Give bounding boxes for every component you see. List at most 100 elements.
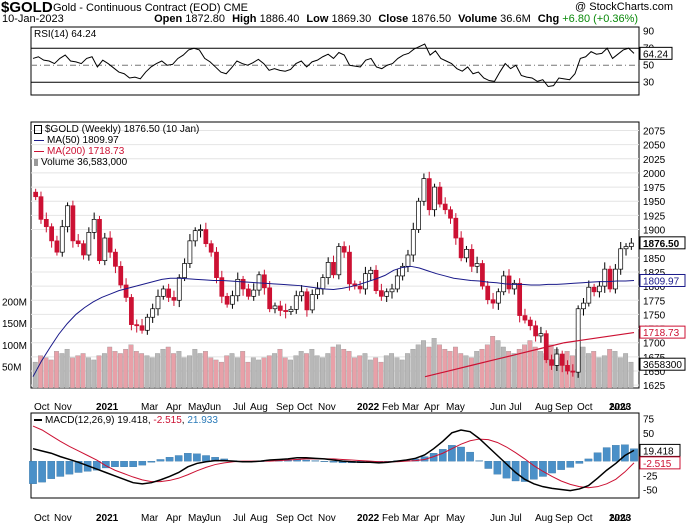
candle-body	[336, 246, 342, 276]
symbol: $GOLD	[1, 0, 53, 16]
candle-body	[597, 285, 602, 293]
price-tick-label: 1850	[643, 254, 666, 265]
volume-bar	[70, 357, 75, 389]
candle-body	[517, 282, 523, 316]
macd-histogram-bar	[548, 461, 556, 474]
price-tick-label: 2050	[643, 141, 666, 152]
macd-histogram-bar	[429, 453, 438, 462]
macd-histogram-bar	[174, 455, 183, 462]
volume-bar	[351, 357, 357, 389]
candle-body	[373, 269, 379, 292]
x-axis-label: Sep	[276, 402, 294, 413]
rsi-panel: RSI(14) 64.24 9070503064.24	[30, 26, 673, 96]
low-label: Low	[306, 13, 329, 25]
volume-bar	[165, 346, 171, 389]
candle-body	[288, 308, 294, 312]
x-axis-label: 2023	[609, 402, 632, 413]
volume-bar	[346, 351, 352, 389]
volume-bar	[181, 357, 187, 389]
candle-body	[559, 353, 565, 366]
candle-body	[33, 191, 39, 198]
x-axis-label: May	[188, 513, 207, 524]
rsi-value-badge-text: 64.24	[643, 49, 668, 60]
x-axis-label: Mar	[402, 402, 420, 413]
candle-body	[182, 263, 187, 278]
candle-body	[469, 248, 475, 267]
ma200-badge	[639, 325, 686, 339]
price-tick-label: 1625	[643, 381, 666, 392]
macd-histogram-bar	[302, 459, 310, 462]
x-axis-label: Apr	[424, 402, 440, 413]
x-axis-label: Sep	[555, 513, 573, 524]
price-badges: 1876.50 1809.97 1718.73 3658300	[639, 236, 686, 371]
volume-bar	[293, 355, 299, 389]
volume-bar	[330, 346, 336, 389]
candle-body	[613, 268, 618, 290]
macd-histogram-bar	[557, 461, 565, 470]
macd-histogram-bar	[438, 449, 447, 462]
macd-histogram-bar	[530, 461, 538, 480]
rsi-ticks: 9070503064.24	[639, 26, 673, 88]
close-badge	[639, 236, 686, 250]
rsi-tick-label: 90	[643, 26, 655, 37]
candle-body	[240, 278, 246, 290]
volume-bar	[192, 348, 198, 389]
volume-bar	[399, 359, 405, 389]
volume-bar	[623, 353, 629, 389]
x-axis-label: Oct	[297, 513, 313, 524]
macd-histogram-bar	[484, 461, 493, 469]
volume-bar	[468, 357, 474, 389]
volume-tick-label: 150M	[2, 319, 27, 330]
price-tick-label: 1750	[643, 310, 666, 321]
volume-bar	[219, 361, 224, 389]
candle-body	[623, 246, 629, 250]
x-axis-label: Jun	[490, 402, 507, 413]
macd-histogram-bar	[593, 452, 602, 462]
volume-bar	[123, 348, 129, 389]
macd-histogram-bar	[602, 447, 611, 462]
volume-bar	[591, 351, 597, 389]
candle-body	[581, 302, 586, 310]
x-axis-label: Jul	[509, 513, 522, 524]
volume-bar	[628, 361, 634, 389]
candle-body	[453, 217, 459, 239]
legend-volume-row: Volume 36,583,000	[34, 157, 199, 168]
candle-body	[458, 237, 464, 259]
ma50-badge	[639, 273, 686, 287]
candle-body	[129, 297, 134, 325]
candle-body	[363, 273, 368, 290]
candle-body	[309, 294, 315, 311]
macd-tick-label: 50	[643, 429, 655, 440]
candle-body	[480, 263, 485, 287]
candle-body	[416, 200, 421, 230]
x-axis-label: Oct	[577, 402, 593, 413]
legend-ma50-row: MA(50) 1809.97	[34, 135, 199, 146]
ma50-line-icon	[34, 139, 44, 141]
volume-bar	[75, 355, 81, 389]
candle-body	[400, 265, 406, 277]
chart-header: $GOLD Gold - Continuous Contract (EOD) C…	[1, 0, 687, 26]
candle-body	[437, 186, 443, 205]
volume-bar	[229, 353, 235, 389]
volume-bar	[527, 340, 533, 389]
macd-histogram-bar	[630, 448, 638, 462]
candle-body	[389, 288, 395, 293]
volume-bar	[357, 355, 363, 389]
candle-body	[246, 288, 251, 297]
candle-body	[81, 243, 86, 256]
macd-histogram-bar	[511, 461, 520, 482]
candle-body	[235, 278, 241, 297]
volume-bar	[155, 353, 160, 389]
x-axis-label: Jun	[490, 513, 507, 524]
price-panel: 2075 2050 2025 2000 1975 1950 1925 1900 1850 1825…	[2, 121, 686, 392]
candle-body	[150, 308, 156, 318]
high-label: High	[232, 13, 257, 25]
macd-histogram-bar	[502, 461, 511, 479]
volume-bar	[341, 348, 347, 389]
macd-histogram-bar	[38, 461, 46, 483]
volume-bar	[495, 340, 501, 389]
x-axis-label: Oct	[34, 402, 50, 413]
x-axis-label: Jul	[233, 513, 246, 524]
volume-bar	[506, 351, 512, 389]
